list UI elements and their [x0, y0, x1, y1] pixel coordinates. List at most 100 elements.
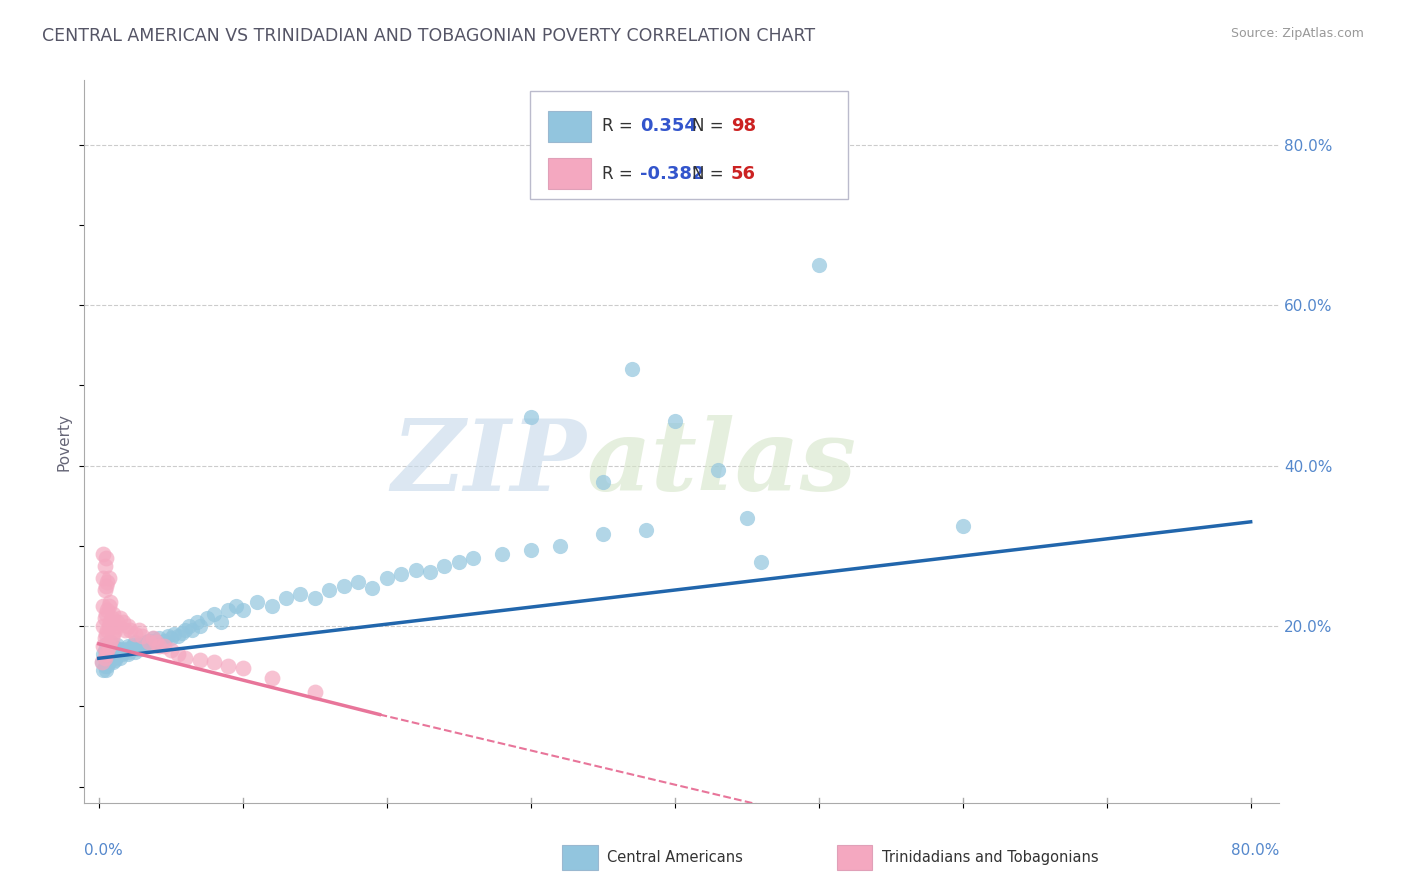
Point [104, 653, 127, 667]
Point [94, 648, 117, 662]
Point [463, 551, 485, 566]
Point [188, 619, 211, 633]
Point [148, 632, 170, 646]
Point [91, 619, 114, 633]
Point [225, 599, 247, 614]
Point [110, 641, 132, 656]
Point [181, 623, 204, 637]
Point [142, 632, 165, 646]
Point [209, 615, 232, 630]
Point [97, 619, 120, 633]
Text: N =: N = [692, 118, 728, 136]
Point [93, 583, 115, 598]
Point [620, 362, 643, 376]
Point [98, 645, 121, 659]
Point [318, 583, 340, 598]
Point [91, 664, 114, 678]
Point [167, 648, 190, 662]
Point [332, 579, 354, 593]
Point [304, 591, 326, 606]
Point [952, 518, 974, 533]
Point [94, 637, 117, 651]
Point [128, 637, 150, 651]
Point [634, 523, 657, 537]
Point [104, 623, 127, 637]
Text: Trinidadians and Tobagonians: Trinidadians and Tobagonians [882, 850, 1098, 864]
Point [179, 619, 201, 633]
Point [419, 565, 441, 579]
Point [93, 643, 115, 657]
Text: CENTRAL AMERICAN VS TRINIDADIAN AND TOBAGONIAN POVERTY CORRELATION CHART: CENTRAL AMERICAN VS TRINIDADIAN AND TOBA… [42, 27, 815, 45]
Point [134, 637, 156, 651]
Point [131, 629, 153, 643]
Point [592, 475, 614, 489]
Point [97, 655, 120, 669]
Point [707, 462, 730, 476]
Point [195, 611, 218, 625]
Text: R =: R = [602, 165, 638, 183]
Text: 80.0%: 80.0% [1232, 843, 1279, 857]
Text: N =: N = [692, 165, 728, 183]
Point [97, 639, 120, 653]
Point [117, 639, 139, 653]
Point [94, 645, 117, 659]
Point [389, 567, 412, 582]
Text: atlas: atlas [586, 415, 856, 511]
Point [120, 623, 142, 637]
Point [121, 640, 143, 655]
Point [105, 649, 128, 664]
Point [107, 615, 129, 630]
Point [96, 649, 118, 664]
Point [405, 563, 427, 577]
Text: 0.354: 0.354 [640, 118, 696, 136]
Point [188, 653, 211, 667]
Point [114, 643, 136, 657]
Point [129, 641, 152, 656]
Point [152, 639, 174, 653]
Point [156, 629, 179, 643]
Point [118, 645, 141, 659]
Point [114, 623, 136, 637]
Point [117, 619, 139, 633]
Point [101, 607, 124, 621]
Point [97, 639, 120, 653]
Point [111, 648, 134, 662]
Point [174, 651, 197, 665]
Point [167, 629, 190, 643]
Point [98, 653, 121, 667]
Bar [562, 845, 598, 870]
Point [174, 623, 197, 637]
Point [98, 635, 121, 649]
Point [172, 625, 194, 640]
Point [447, 555, 470, 569]
Point [131, 639, 153, 653]
Point [97, 571, 120, 585]
Point [159, 632, 181, 646]
Point [110, 651, 132, 665]
Point [94, 653, 117, 667]
Point [139, 633, 162, 648]
Point [93, 632, 115, 646]
Point [124, 645, 146, 659]
Point [128, 623, 150, 637]
Point [592, 526, 614, 541]
Point [94, 627, 117, 641]
Point [122, 639, 145, 653]
Point [105, 619, 128, 633]
Point [217, 603, 239, 617]
Point [148, 639, 170, 653]
Point [107, 639, 129, 653]
Text: R =: R = [602, 118, 638, 136]
Point [93, 611, 115, 625]
FancyBboxPatch shape [530, 91, 848, 199]
Bar [548, 112, 591, 142]
Text: ZIP: ZIP [391, 415, 586, 511]
Bar [837, 845, 872, 870]
Text: 98: 98 [731, 118, 756, 136]
Point [138, 637, 160, 651]
Point [519, 542, 541, 557]
Point [91, 648, 114, 662]
Point [519, 410, 541, 425]
Point [142, 632, 165, 646]
Point [98, 635, 121, 649]
